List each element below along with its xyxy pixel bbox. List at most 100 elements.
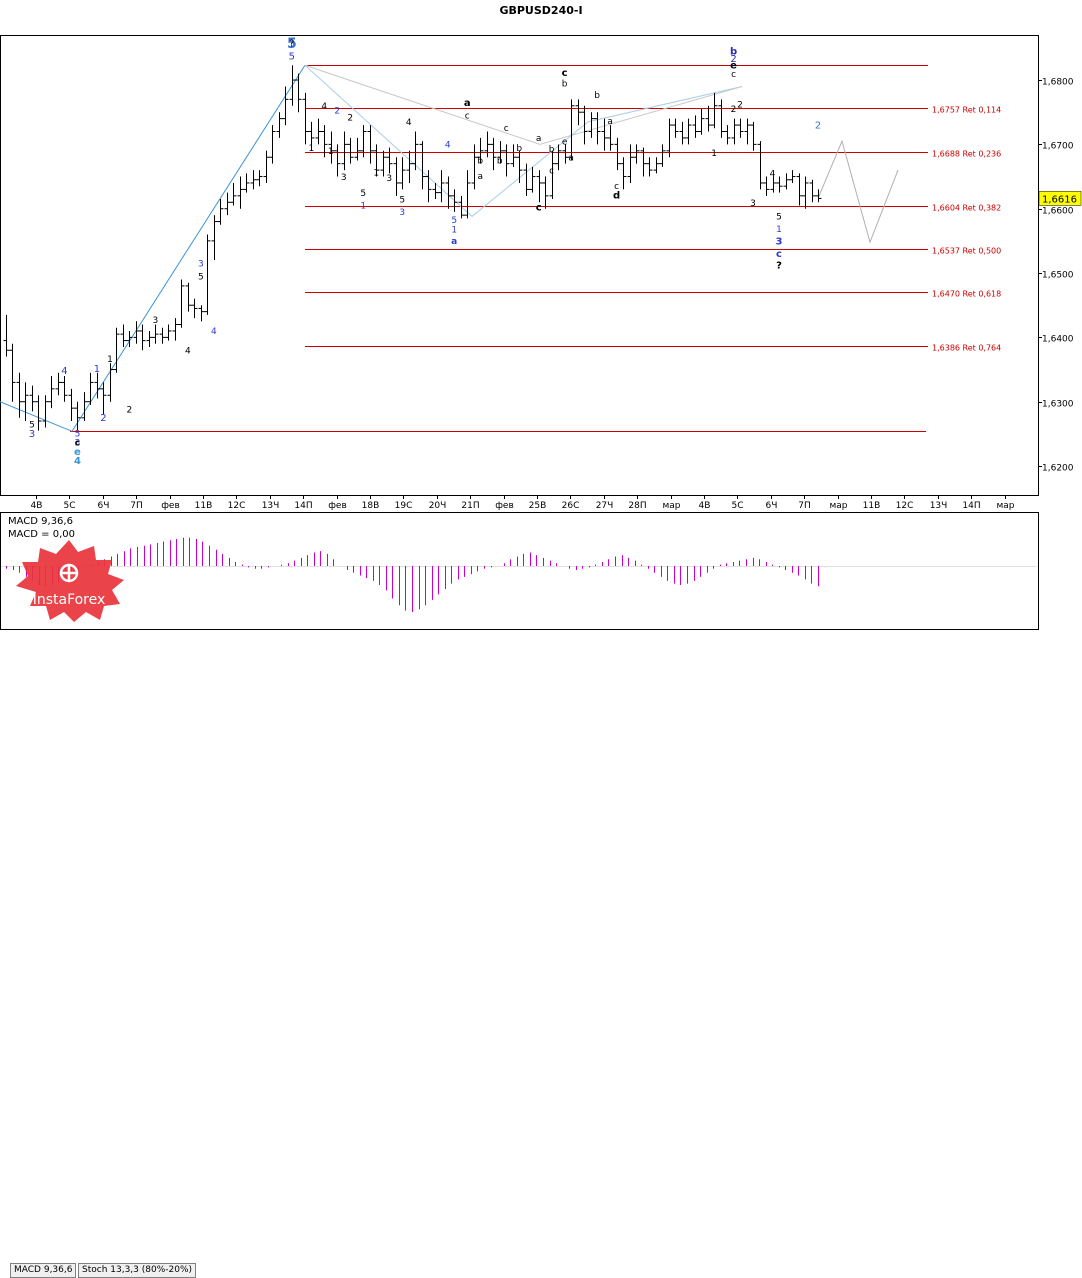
price-bars bbox=[3, 65, 822, 431]
time-tick-label: 21П bbox=[461, 501, 479, 511]
price-bar bbox=[120, 324, 127, 348]
wave-label: 1 bbox=[711, 149, 717, 159]
price-bar bbox=[464, 170, 471, 219]
price-bar bbox=[113, 327, 120, 373]
price-bar bbox=[555, 144, 562, 171]
wave-label: e bbox=[730, 60, 737, 71]
wave-label: 2 bbox=[731, 105, 737, 115]
price-bar bbox=[191, 298, 198, 319]
wave-lines bbox=[0, 64, 899, 432]
wave-label: 2 bbox=[334, 106, 340, 116]
price-bar bbox=[601, 118, 608, 151]
price-bar bbox=[614, 137, 621, 171]
price-bar bbox=[724, 125, 731, 145]
price-bar bbox=[783, 173, 790, 190]
price-bar bbox=[458, 195, 465, 219]
wave-label: 4 bbox=[74, 456, 81, 467]
fibonacci-levels: 1,6757 Ret 0,114 1,6688 Ret 0,236 1,6604 R… bbox=[70, 65, 1001, 432]
price-bar bbox=[367, 125, 374, 164]
wave-label: ? bbox=[776, 261, 782, 272]
price-bar bbox=[373, 144, 380, 177]
wave-label: a bbox=[477, 172, 483, 182]
tab-macd[interactable]: MACD 9,36,6 bbox=[10, 1263, 77, 1278]
price-bar bbox=[315, 118, 322, 145]
price-axis: 1,6800 1,6700 1,6600 1,6500 1,6400 1,6300 1,62… bbox=[1038, 78, 1082, 474]
wave-label: e bbox=[74, 447, 81, 458]
price-bar bbox=[68, 388, 75, 422]
price-bar bbox=[796, 173, 803, 206]
price-bar bbox=[451, 189, 458, 212]
price-bar bbox=[711, 92, 718, 129]
price-bar bbox=[477, 137, 484, 164]
price-bar bbox=[542, 176, 549, 209]
price-tick-label: 1,6300 bbox=[1042, 400, 1074, 410]
price-bar bbox=[445, 176, 452, 209]
price-bar bbox=[321, 125, 328, 158]
wave-label: d bbox=[613, 190, 620, 201]
wave-label: 2 bbox=[127, 406, 133, 416]
price-bar bbox=[224, 192, 231, 216]
wave-label: c bbox=[731, 70, 736, 80]
price-bar bbox=[776, 176, 783, 193]
price-bar bbox=[438, 170, 445, 203]
wave-label: c bbox=[504, 124, 509, 134]
price-bar bbox=[263, 150, 270, 183]
wave-line-correction bbox=[304, 64, 743, 218]
price-bar bbox=[523, 163, 530, 196]
price-bar bbox=[22, 382, 29, 422]
price-bar bbox=[380, 150, 387, 177]
indicator-tab-bar: MACD 9,36,6 Stoch 13,3,3 (80%-20%) bbox=[0, 631, 1082, 1278]
price-bar bbox=[211, 215, 218, 261]
time-tick-label: 12С bbox=[228, 501, 246, 511]
price-bar bbox=[698, 108, 705, 135]
tab-stoch[interactable]: Stoch 13,3,3 (80%-20%) bbox=[78, 1263, 197, 1278]
price-bar bbox=[42, 395, 49, 428]
price-bar bbox=[152, 324, 159, 344]
time-tick-label: 14П bbox=[294, 501, 312, 511]
wave-label: 1 bbox=[107, 355, 113, 365]
wave-label: 5 bbox=[75, 429, 81, 439]
time-tick-label: 26С bbox=[562, 501, 580, 511]
wave-label: 1 bbox=[360, 202, 366, 212]
wave-label: b bbox=[516, 144, 522, 154]
time-tick-label: 14П bbox=[962, 501, 980, 511]
price-bar bbox=[666, 118, 673, 158]
wave-label: 2 bbox=[347, 114, 353, 124]
wave-label: a bbox=[607, 117, 613, 127]
time-tick-label: мар bbox=[996, 501, 1014, 511]
time-tick-label: 13Ч bbox=[262, 501, 280, 511]
price-bar bbox=[750, 121, 757, 151]
price-bar bbox=[204, 234, 211, 315]
macd-label: MACD 9,36,6 bbox=[8, 516, 73, 527]
price-bar bbox=[276, 112, 283, 138]
price-bar bbox=[471, 144, 478, 190]
price-bar bbox=[659, 144, 666, 167]
wave-label: 1 bbox=[451, 226, 457, 236]
price-bar bbox=[399, 157, 406, 190]
time-tick-label: 25В bbox=[529, 501, 547, 511]
price-bar bbox=[412, 131, 419, 171]
time-tick-label: 20Ч bbox=[429, 501, 447, 511]
price-bar bbox=[360, 125, 367, 158]
time-tick-label: 11В bbox=[195, 501, 213, 511]
wave-label: 4 bbox=[406, 118, 412, 128]
price-bar bbox=[646, 157, 653, 177]
wave-label: 3 bbox=[29, 429, 35, 440]
price-bar bbox=[126, 330, 133, 348]
price-bar bbox=[809, 179, 816, 203]
wave-line-impulse bbox=[0, 64, 306, 432]
wave-label: c bbox=[549, 166, 554, 176]
price-bar bbox=[172, 318, 179, 341]
time-tick-label: 5С bbox=[63, 501, 75, 511]
price-bar bbox=[705, 105, 712, 132]
time-tick-label: мар bbox=[829, 501, 847, 511]
price-bar bbox=[588, 112, 595, 138]
price-bar bbox=[9, 343, 16, 402]
price-tick-label: 1,6700 bbox=[1042, 142, 1074, 152]
forecast-path bbox=[817, 139, 899, 244]
price-bar bbox=[549, 150, 556, 200]
macd-plot-frame bbox=[0, 512, 1039, 630]
price-bar bbox=[575, 99, 582, 126]
price-bar bbox=[484, 131, 491, 158]
